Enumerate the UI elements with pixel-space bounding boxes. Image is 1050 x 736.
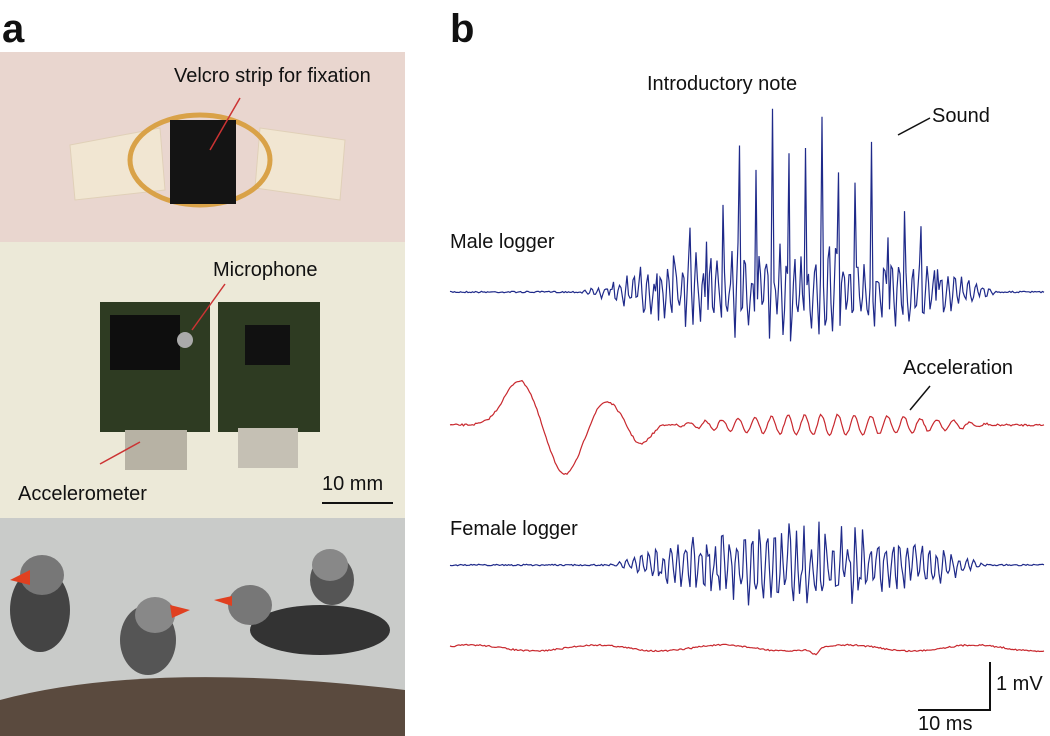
trace-label: Male logger bbox=[450, 231, 555, 253]
trace-label: Female logger bbox=[450, 518, 578, 540]
annotation: Velcro strip for fixation bbox=[174, 65, 371, 87]
pointer bbox=[209, 97, 241, 151]
pointer bbox=[909, 385, 931, 411]
pointer bbox=[897, 117, 931, 136]
velcro-device bbox=[69, 112, 346, 208]
traces bbox=[449, 108, 1045, 656]
pointer bbox=[99, 441, 141, 465]
waveform bbox=[449, 643, 1045, 656]
annotation: Introductory note bbox=[647, 73, 797, 95]
annotation: Accelerometer bbox=[18, 483, 147, 505]
annotation: Microphone bbox=[213, 259, 318, 281]
scale-label: 1 mV bbox=[996, 673, 1043, 695]
annotation: Acceleration bbox=[903, 357, 1013, 379]
panel-label: a bbox=[2, 7, 25, 51]
waveform bbox=[449, 379, 1045, 475]
scale-label: 10 mm bbox=[322, 473, 383, 495]
scale-label: 10 ms bbox=[918, 713, 972, 735]
pointer bbox=[191, 283, 226, 331]
annotation: Sound bbox=[932, 105, 990, 127]
waveform bbox=[449, 521, 1045, 606]
panel-label: b bbox=[450, 7, 474, 51]
waveform bbox=[449, 108, 1045, 342]
birds bbox=[0, 549, 405, 736]
logger-boards bbox=[100, 302, 320, 470]
